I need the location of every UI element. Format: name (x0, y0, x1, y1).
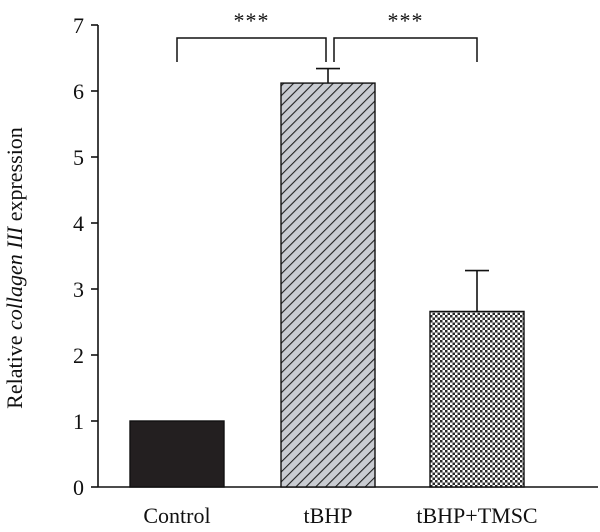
y-tick-label: 5 (73, 145, 84, 170)
bar-2 (280, 82, 376, 488)
significance-bracket (333, 37, 478, 62)
significance-bracket (176, 37, 327, 62)
y-tick-label: 2 (73, 343, 84, 368)
x-category-label: tBHP+TMSC (416, 503, 537, 528)
bars (129, 82, 525, 488)
x-category-label: Control (143, 503, 210, 528)
significance-label: *** (388, 8, 424, 33)
y-axis: 0 1 2 3 4 5 6 7 (73, 13, 99, 500)
y-tick-label: 4 (73, 211, 84, 236)
y-axis-title: Relative collagen III expression (2, 127, 27, 409)
y-tick-label: 0 (73, 475, 84, 500)
significance-label: *** (234, 8, 270, 33)
y-axis-title-prefix: Relative (2, 330, 27, 409)
y-tick-label: 6 (73, 79, 84, 104)
y-axis-title-italic: collagen III (2, 225, 27, 330)
y-tick-label: 3 (73, 277, 84, 302)
x-axis: Control tBHP tBHP+TMSC (98, 486, 598, 528)
error-bars (316, 67, 489, 312)
y-tick-label: 7 (73, 13, 84, 38)
y-tick-label: 1 (73, 409, 84, 434)
significance-brackets: *** *** (176, 8, 478, 62)
y-axis-title-suffix: expression (2, 127, 27, 227)
bar-1 (129, 420, 225, 488)
x-category-label: tBHP (304, 503, 353, 528)
bar-3 (429, 310, 525, 488)
